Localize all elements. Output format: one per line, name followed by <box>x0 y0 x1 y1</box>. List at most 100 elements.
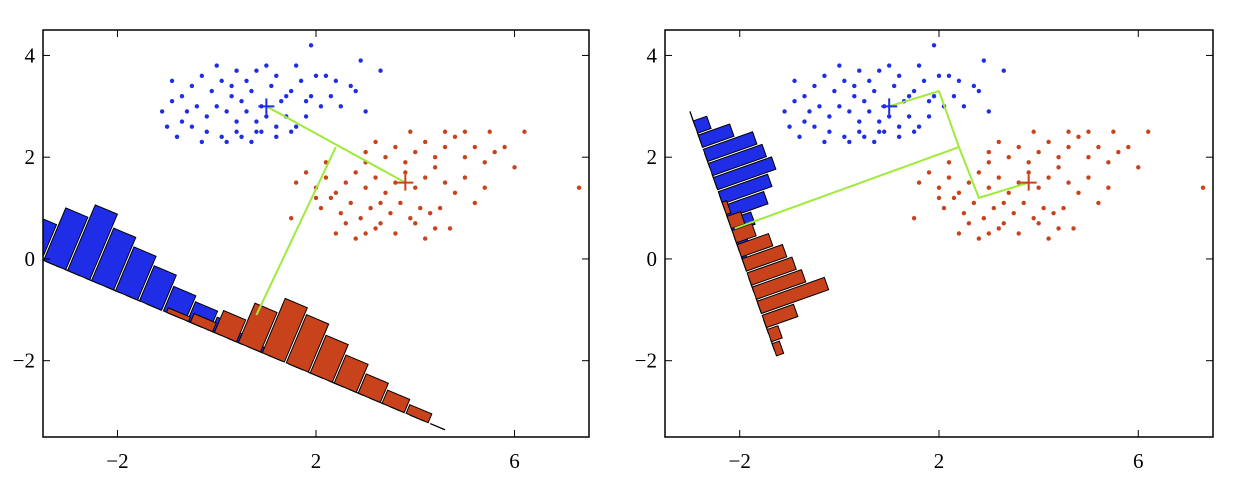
left-blue-point <box>254 68 259 73</box>
left-blue-point <box>234 119 239 124</box>
left-red-point <box>452 190 458 195</box>
left-blue-point <box>293 124 299 129</box>
right-red-point <box>986 185 992 190</box>
left-blue-point <box>318 104 324 109</box>
right-red-point <box>1026 170 1031 175</box>
right-blue-point <box>787 124 792 129</box>
right-red-point <box>991 205 996 211</box>
right-blue-point <box>812 83 817 89</box>
left-blue-point <box>169 99 175 104</box>
right-red-point <box>941 205 947 211</box>
right-blue-point <box>842 134 847 140</box>
left-y-tick-label: −2 <box>13 349 35 373</box>
right-red-hist-bar <box>736 232 774 258</box>
right-red-point <box>976 236 982 241</box>
right-red-point <box>1071 226 1076 231</box>
left-blue-point <box>219 134 224 140</box>
left-red-hist-bar <box>405 403 433 424</box>
left-blue-hist-bar <box>43 207 89 271</box>
right-blue-point <box>976 88 982 94</box>
left-red-point <box>398 200 403 206</box>
right-blue-hist-bar <box>707 143 768 177</box>
left-blue-point <box>209 88 214 94</box>
left-blue-point <box>164 124 170 129</box>
right-blue-point <box>857 68 862 73</box>
left-blue-point <box>288 88 294 94</box>
left-red-point <box>353 170 358 175</box>
left-blue-point <box>274 124 279 129</box>
left-red-point <box>383 154 388 160</box>
right-blue-point <box>906 114 912 119</box>
right-blue-point <box>827 114 832 119</box>
right-red-point <box>996 226 1001 231</box>
right-blue-point <box>812 124 817 129</box>
right-red-hist-bar <box>761 303 799 329</box>
left-red-point <box>403 160 408 165</box>
right-blue-point <box>956 78 962 84</box>
right-red-point <box>936 195 942 201</box>
right-red-point <box>1036 149 1041 155</box>
right-blue-point <box>842 78 847 84</box>
right-blue-point <box>862 99 867 104</box>
right-red-point <box>1086 129 1091 134</box>
left-blue-point <box>174 134 180 140</box>
right-blue-point <box>911 88 917 94</box>
left-blue-point <box>254 129 259 134</box>
right-red-point <box>1096 200 1101 206</box>
left-red-point <box>358 216 363 221</box>
right-red-hist-bar <box>751 269 807 300</box>
left-red-point <box>378 221 383 226</box>
right-red-point <box>1076 134 1081 140</box>
left-red-point <box>442 180 448 185</box>
left-blue-point <box>378 68 383 73</box>
right-blue-point <box>911 129 917 134</box>
left-red-point <box>288 216 294 221</box>
left-blue-point <box>303 99 309 104</box>
right-blue-point <box>802 119 807 124</box>
left-blue-point <box>348 83 353 89</box>
right-red-point <box>1016 144 1021 150</box>
left-y-tick-label: 2 <box>25 145 36 169</box>
left-blue-point <box>363 109 368 114</box>
right-y-tick-label: −2 <box>635 349 657 373</box>
left-red-point <box>482 160 487 165</box>
right-red-point <box>936 185 942 190</box>
left-blue-point <box>293 63 299 68</box>
right-red-point <box>1001 221 1006 226</box>
left-blue-point <box>199 73 205 78</box>
left-panel: −2 2 6 −2 0 2 4 <box>13 29 590 473</box>
right-blue-point <box>882 129 887 134</box>
right-red-point <box>1011 210 1016 216</box>
left-blue-point <box>159 109 165 114</box>
right-red-point <box>966 180 972 185</box>
right-blue-point <box>837 63 842 68</box>
right-red-point <box>956 231 962 236</box>
left-blue-point <box>169 78 175 84</box>
left-red-point <box>293 180 299 185</box>
left-blue-hist-bar <box>138 265 177 311</box>
right-red-point <box>1066 129 1071 134</box>
right-red-point <box>1066 144 1071 150</box>
right-red-point <box>1021 200 1026 206</box>
right-red-point <box>1066 180 1071 185</box>
right-blue-point <box>857 129 862 134</box>
left-blue-mean-marker <box>258 98 275 115</box>
right-red-point <box>1086 175 1091 180</box>
right-blue-hist-bar <box>717 173 773 205</box>
left-red-point <box>423 139 428 145</box>
right-blue-point <box>931 93 937 99</box>
right-blue-point <box>986 109 992 114</box>
left-red-point <box>343 180 348 185</box>
left-red-point <box>437 205 443 211</box>
left-red-point <box>353 236 358 241</box>
left-blue-point <box>323 73 329 78</box>
left-blue-point <box>308 43 314 48</box>
right-red-point <box>1146 129 1151 134</box>
right-y-tick-label: 2 <box>647 145 658 169</box>
left-red-point <box>403 170 408 175</box>
right-red-mean-marker <box>1020 174 1037 191</box>
left-red-point <box>442 144 448 150</box>
left-blue-point <box>234 129 239 134</box>
